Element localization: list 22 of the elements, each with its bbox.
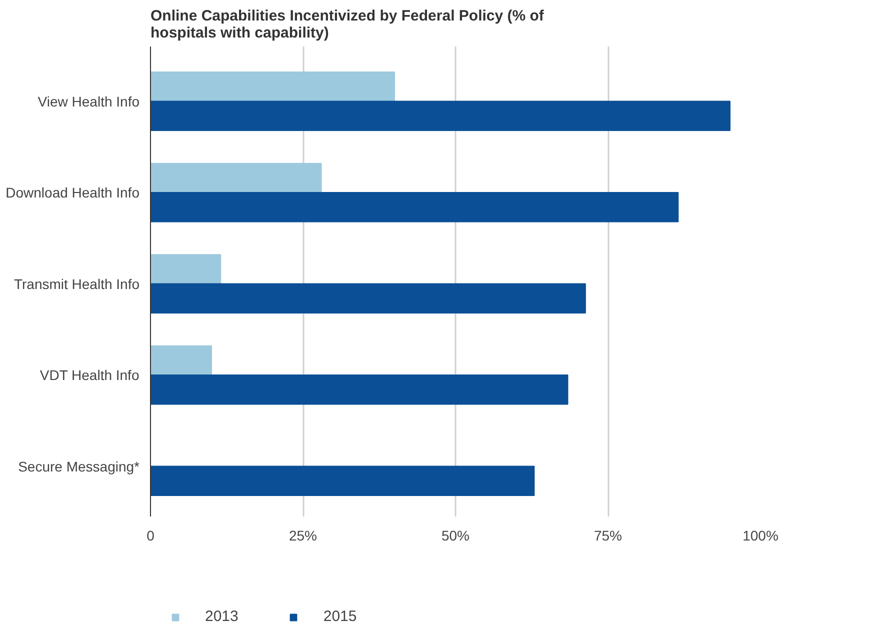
y-tick-label: View Health Info bbox=[38, 93, 140, 110]
y-tick-label: Secure Messaging* bbox=[18, 458, 140, 474]
bar bbox=[150, 162, 322, 194]
x-tick-label: 25% bbox=[288, 528, 318, 544]
bar bbox=[150, 72, 395, 102]
legend-label: 2013 bbox=[205, 608, 238, 625]
x-tick-label: 100% bbox=[742, 528, 778, 544]
x-tick-label: 75% bbox=[594, 528, 622, 544]
bar bbox=[150, 345, 212, 376]
chart-title: Online Capabilities Incentivized by Federal Policy (% of hospitals with capability) bbox=[150, 8, 545, 42]
legend-label: 2015 bbox=[323, 608, 357, 625]
x-tick-label: 0 bbox=[146, 528, 155, 544]
y-tick-label: Transmit Health Info bbox=[14, 276, 140, 292]
bar bbox=[150, 283, 586, 314]
bar bbox=[150, 374, 568, 405]
x-tick-label: 50% bbox=[441, 528, 470, 544]
y-tick-label: Download Health Info bbox=[6, 184, 140, 201]
bar bbox=[150, 192, 679, 222]
bar bbox=[150, 254, 222, 284]
bar bbox=[150, 100, 730, 131]
bar bbox=[150, 466, 535, 496]
y-tick-label: VDT Health Info bbox=[40, 367, 140, 384]
